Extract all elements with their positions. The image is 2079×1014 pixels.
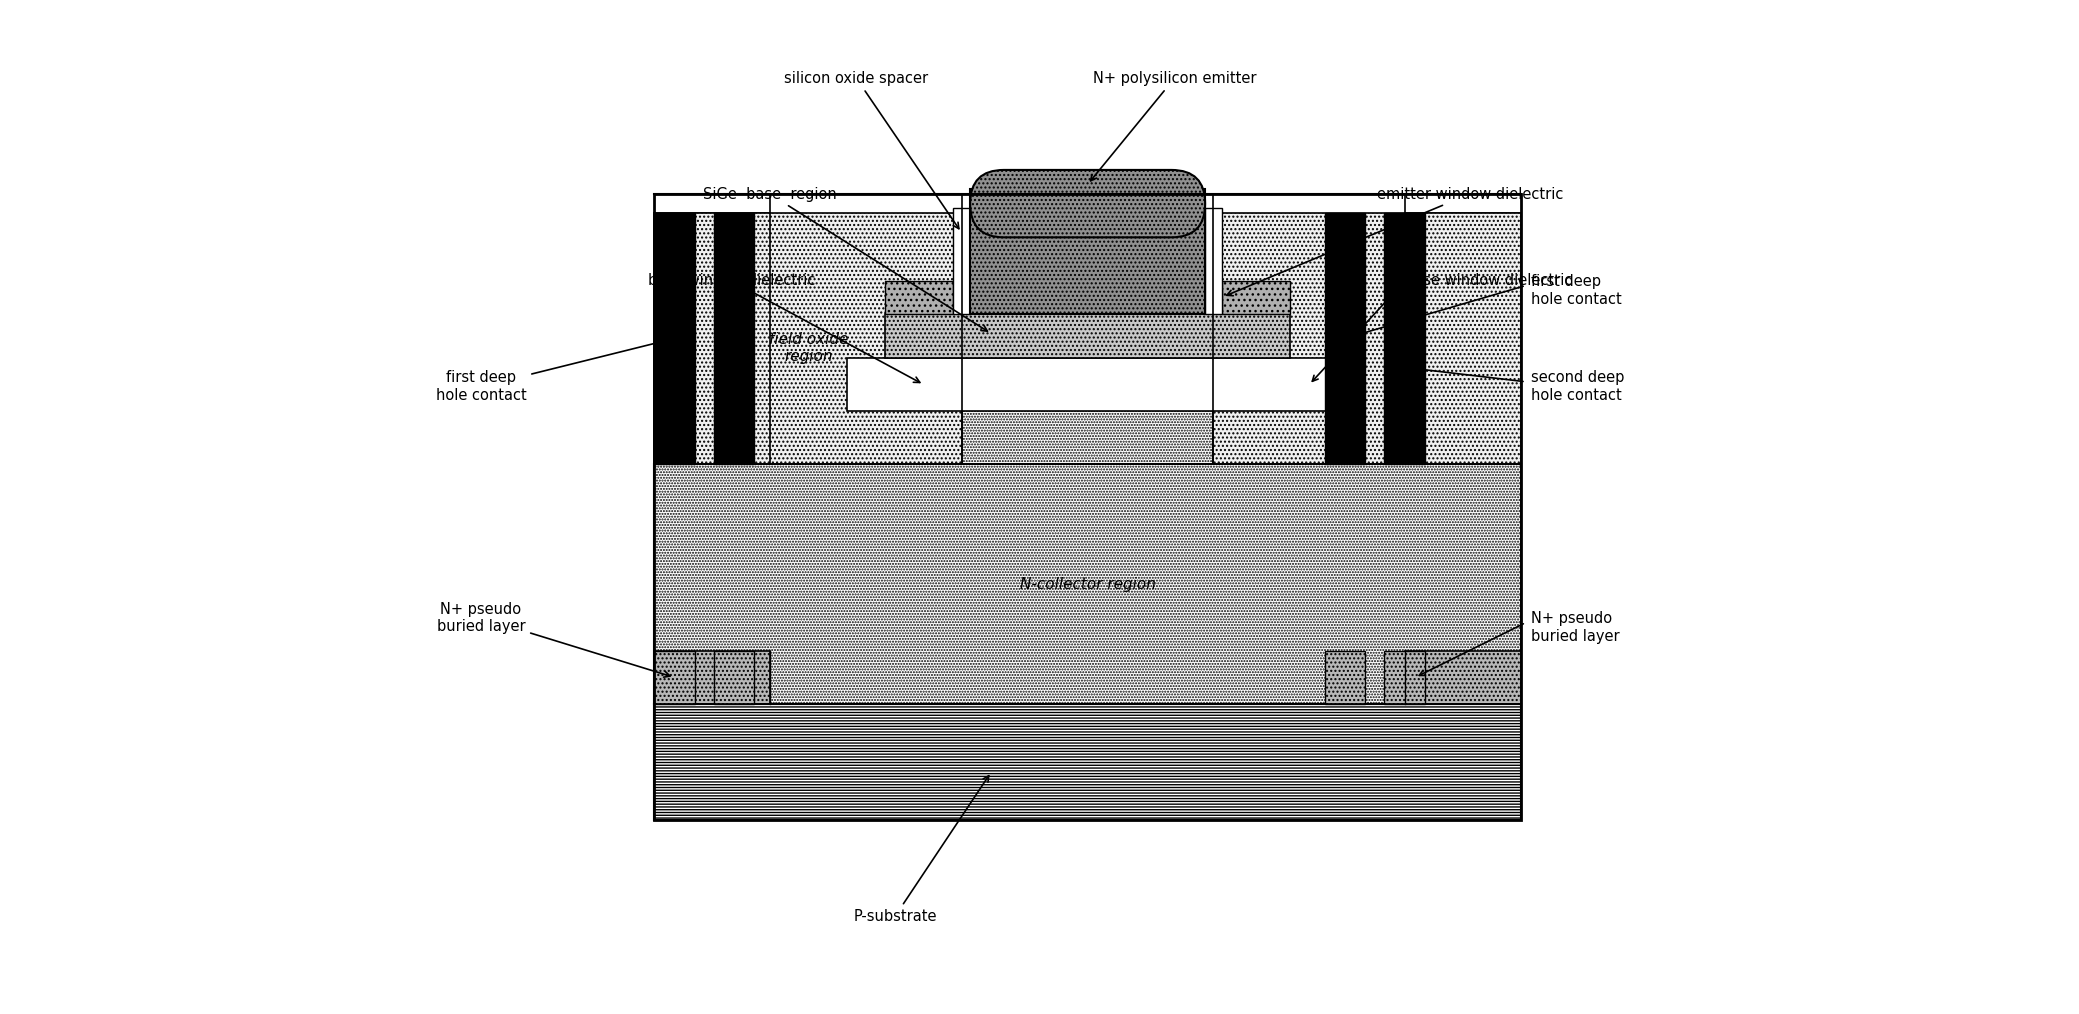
- Bar: [1385, 651, 1424, 705]
- Text: silicon oxide spacer: silicon oxide spacer: [784, 71, 958, 229]
- Bar: [1212, 213, 1522, 463]
- Text: emitter window dielectric: emitter window dielectric: [1227, 187, 1563, 296]
- Bar: [655, 651, 769, 705]
- Text: field oxide
region: field oxide region: [769, 332, 848, 364]
- Text: second deep
hole contact: second deep hole contact: [1530, 370, 1624, 403]
- Text: N+ polysilicon emitter: N+ polysilicon emitter: [1091, 71, 1256, 180]
- Bar: [1405, 213, 1522, 463]
- Text: first deep
hole contact: first deep hole contact: [1530, 274, 1622, 306]
- Text: P-substrate: P-substrate: [852, 776, 990, 924]
- Bar: [1385, 213, 1424, 463]
- Text: N-collector region: N-collector region: [1019, 577, 1156, 591]
- Bar: [713, 213, 755, 463]
- Bar: [1324, 213, 1366, 463]
- Bar: [1405, 651, 1522, 705]
- Bar: [655, 651, 694, 705]
- Bar: [952, 209, 971, 314]
- Text: base window dielectric: base window dielectric: [1405, 273, 1574, 288]
- Bar: [655, 213, 963, 463]
- Bar: [846, 358, 1328, 411]
- Text: base window dielectric: base window dielectric: [649, 273, 919, 382]
- Bar: [971, 190, 1206, 314]
- Bar: [1206, 209, 1222, 314]
- Bar: [713, 651, 755, 705]
- Bar: [963, 213, 1212, 463]
- Text: first deep
hole contact: first deep hole contact: [435, 338, 669, 403]
- Text: N+ pseudo
buried layer: N+ pseudo buried layer: [1530, 611, 1620, 644]
- Bar: [1222, 281, 1289, 314]
- Bar: [655, 194, 1522, 820]
- Bar: [655, 213, 694, 463]
- Bar: [886, 281, 952, 314]
- Text: SiGe  base  region: SiGe base region: [703, 187, 988, 332]
- Bar: [655, 213, 769, 463]
- FancyBboxPatch shape: [971, 170, 1206, 237]
- Bar: [886, 314, 1289, 358]
- Text: N+ pseudo
buried layer: N+ pseudo buried layer: [437, 601, 669, 677]
- Bar: [655, 463, 1522, 705]
- Bar: [655, 705, 1522, 820]
- Bar: [1324, 651, 1366, 705]
